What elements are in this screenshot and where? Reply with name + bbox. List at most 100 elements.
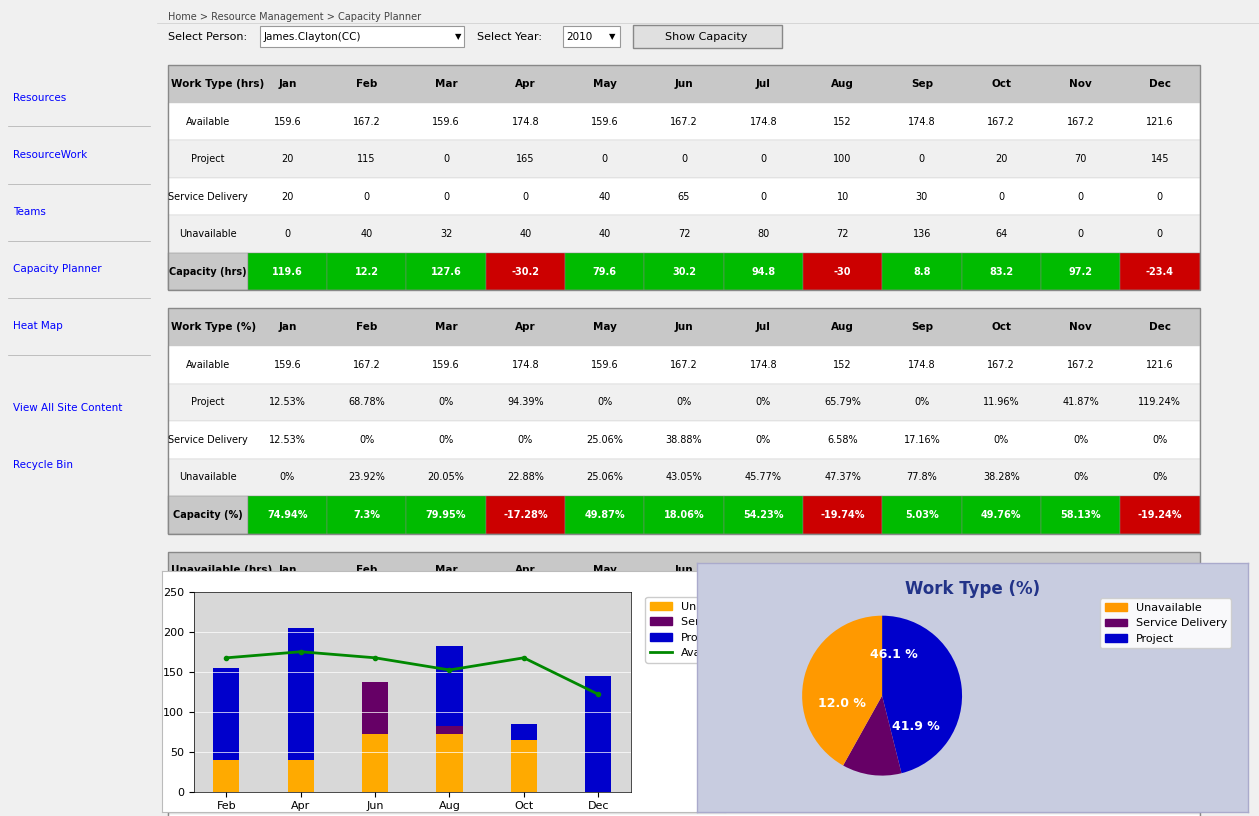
Text: 0%: 0%	[1152, 472, 1167, 482]
Text: 0: 0	[1157, 791, 1163, 800]
Bar	[169, 65, 1200, 103]
Text: 8: 8	[840, 791, 846, 800]
Bar	[645, 496, 724, 534]
Text: -23.4: -23.4	[1146, 267, 1173, 277]
Bar	[259, 26, 463, 47]
Wedge shape	[802, 615, 883, 765]
Text: 58.13%: 58.13%	[1060, 510, 1100, 520]
Text: 10: 10	[836, 192, 849, 202]
Text: 121.6: 121.6	[1146, 360, 1173, 370]
Text: May: May	[593, 322, 617, 332]
Text: 20: 20	[281, 192, 293, 202]
Text: ▼: ▼	[609, 32, 616, 42]
Text: 40: 40	[360, 678, 373, 688]
Text: 121.6: 121.6	[1146, 117, 1173, 126]
Text: 0: 0	[1157, 192, 1163, 202]
Bar	[169, 65, 1200, 290]
Bar	[169, 814, 1200, 816]
Text: 0: 0	[919, 154, 925, 164]
Text: Sick: Sick	[198, 791, 218, 800]
Text: 0: 0	[760, 154, 767, 164]
Text: 0: 0	[285, 603, 291, 613]
Bar	[803, 253, 883, 290]
Text: 0: 0	[443, 678, 449, 688]
Text: 64: 64	[995, 229, 1007, 239]
Text: 68.78%: 68.78%	[349, 397, 385, 407]
Text: 43.05%: 43.05%	[666, 472, 703, 482]
Text: 174.8: 174.8	[908, 117, 935, 126]
Text: Project: Project	[191, 397, 225, 407]
Text: 17.16%: 17.16%	[904, 435, 940, 445]
Text: 159.6: 159.6	[432, 117, 460, 126]
Text: 0%: 0%	[676, 397, 691, 407]
Text: 0: 0	[443, 791, 449, 800]
Text: 40: 40	[360, 229, 373, 239]
Text: 0%: 0%	[755, 435, 771, 445]
Bar	[565, 253, 645, 290]
Text: Jul: Jul	[755, 322, 771, 332]
Text: 0: 0	[522, 192, 529, 202]
Text: 0: 0	[760, 791, 767, 800]
Text: 0: 0	[760, 641, 767, 650]
Text: 0: 0	[522, 753, 529, 763]
Text: 174.8: 174.8	[749, 360, 777, 370]
Bar	[169, 308, 1200, 346]
Text: 0: 0	[1157, 641, 1163, 650]
Text: Capacity Planner: Capacity Planner	[13, 264, 101, 274]
Bar	[407, 496, 486, 534]
Text: Project: Project	[191, 154, 225, 164]
Text: 0: 0	[840, 716, 846, 725]
Text: Mar: Mar	[434, 322, 457, 332]
Text: Show Capacity: Show Capacity	[665, 32, 748, 42]
Text: 0: 0	[443, 716, 449, 725]
Bar	[169, 664, 1200, 702]
Text: 0: 0	[285, 753, 291, 763]
Text: 0: 0	[998, 791, 1005, 800]
Text: -30: -30	[833, 267, 851, 277]
Text: 0: 0	[919, 753, 925, 763]
Text: Capacity (%): Capacity (%)	[174, 510, 243, 520]
Bar	[169, 253, 248, 290]
Text: 0: 0	[602, 603, 608, 613]
Bar	[565, 496, 645, 534]
Bar	[169, 346, 1200, 384]
Text: 0: 0	[760, 678, 767, 688]
Text: Jun: Jun	[675, 79, 694, 89]
Text: 0: 0	[1078, 753, 1084, 763]
Text: Jan: Jan	[278, 565, 297, 575]
Text: -19.74%: -19.74%	[821, 510, 865, 520]
Text: Not Scheduled: Not Scheduled	[172, 716, 244, 725]
Bar	[169, 702, 1200, 739]
Text: 0: 0	[285, 678, 291, 688]
Text: 0: 0	[919, 641, 925, 650]
Bar	[511, 740, 536, 792]
Text: 0: 0	[840, 678, 846, 688]
Bar	[169, 178, 1200, 215]
Text: 127.6: 127.6	[431, 267, 461, 277]
Text: 174.8: 174.8	[511, 360, 539, 370]
Text: 0: 0	[1157, 753, 1163, 763]
Text: 32: 32	[439, 229, 452, 239]
Wedge shape	[883, 615, 962, 774]
Text: Unavailable: Unavailable	[179, 229, 237, 239]
Text: 22.88%: 22.88%	[507, 472, 544, 482]
Text: 0: 0	[681, 603, 687, 613]
Text: 11.96%: 11.96%	[983, 397, 1020, 407]
Text: 0: 0	[1157, 229, 1163, 239]
Text: 0: 0	[443, 753, 449, 763]
Text: 12.53%: 12.53%	[269, 397, 306, 407]
Text: -30.2: -30.2	[511, 267, 539, 277]
Text: 167.2: 167.2	[670, 117, 697, 126]
Text: 136: 136	[913, 229, 932, 239]
Text: 0: 0	[1078, 192, 1084, 202]
Text: 25.06%: 25.06%	[587, 435, 623, 445]
Text: 0: 0	[1157, 678, 1163, 688]
Bar	[169, 627, 1200, 664]
Text: 152: 152	[833, 360, 852, 370]
Text: 45.77%: 45.77%	[745, 472, 782, 482]
Text: 0%: 0%	[1073, 435, 1088, 445]
Text: Service Delivery: Service Delivery	[169, 435, 248, 445]
Text: 0: 0	[443, 192, 449, 202]
Text: 0: 0	[840, 641, 846, 650]
Bar	[486, 253, 565, 290]
